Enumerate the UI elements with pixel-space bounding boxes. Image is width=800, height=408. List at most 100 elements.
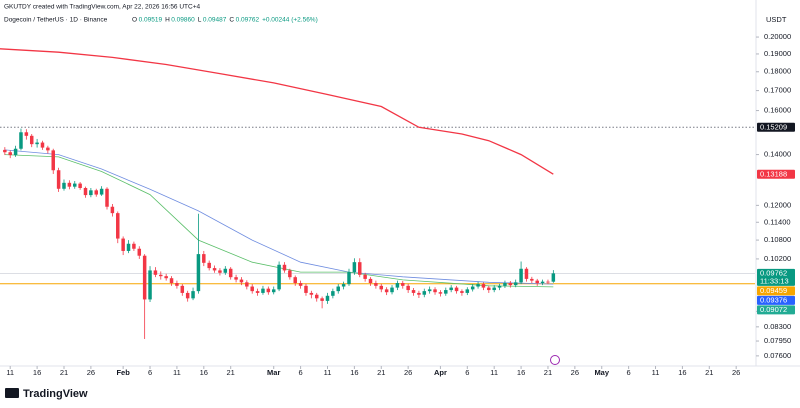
ohlc-key: H — [165, 17, 170, 24]
candle-body — [406, 285, 410, 291]
x-tick-label: 11 — [173, 368, 181, 377]
x-tick-label: 11 — [652, 368, 660, 377]
y-tick-label: 0.19000 — [764, 49, 791, 58]
y-tick-label: 0.10200 — [764, 254, 791, 263]
candle-body — [524, 268, 529, 279]
price-label: 0.09072 — [760, 305, 787, 314]
ohlc-value: 0.09519 — [139, 17, 163, 24]
candle-body — [508, 283, 513, 286]
candle-body — [481, 284, 486, 288]
ohlc-key: L — [198, 17, 202, 24]
candle-body — [46, 147, 50, 151]
x-tick-label: 21 — [377, 368, 385, 377]
y-tick-label: 0.11400 — [764, 217, 791, 226]
candle-body — [19, 132, 23, 149]
candle-body — [191, 291, 195, 299]
candle-body — [379, 285, 384, 290]
y-tick-label: 0.17000 — [764, 86, 791, 95]
candle-body — [433, 289, 437, 293]
candle-body — [417, 292, 421, 295]
y-tick-label: 0.08300 — [764, 322, 791, 331]
candle-body — [126, 243, 131, 251]
y-tick-label: 0.14000 — [764, 150, 791, 159]
candle-body — [35, 142, 39, 145]
candle-body — [83, 187, 88, 196]
moving-average — [4, 154, 554, 288]
candle-body — [223, 268, 228, 273]
candle-body — [331, 291, 335, 296]
candle-body — [358, 262, 362, 275]
x-tick-label: 16 — [33, 368, 41, 377]
price-label: 0.09376 — [760, 296, 787, 305]
candle-body — [40, 142, 45, 148]
candle-body — [164, 276, 168, 279]
event-marker — [550, 355, 560, 365]
candle-body — [314, 294, 319, 299]
price-label-box — [757, 286, 795, 296]
candle-body — [180, 285, 185, 293]
candle-body — [266, 288, 271, 293]
candle-body — [56, 170, 61, 189]
candle-body — [121, 238, 125, 251]
candle-body — [293, 277, 297, 284]
ohlc-value: 0.09860 — [171, 17, 195, 24]
candle-body — [503, 283, 507, 286]
candle-body — [13, 148, 18, 156]
candle-body — [427, 289, 432, 292]
candle-body — [309, 292, 314, 295]
candle-body — [99, 188, 104, 195]
x-tick-label: 11 — [6, 368, 14, 377]
x-tick-label: 16 — [678, 368, 686, 377]
candle-body — [8, 152, 12, 156]
y-tick-label: 0.16000 — [764, 106, 791, 115]
candle-body — [62, 182, 66, 189]
y-tick-label: 0.10800 — [764, 235, 791, 244]
candle-body — [352, 262, 357, 273]
candle-body — [250, 286, 254, 292]
logo-text: TradingView — [23, 388, 88, 400]
candle-body — [3, 149, 7, 153]
x-tick-label: May — [594, 368, 609, 377]
candle-body — [153, 270, 158, 275]
y-tick-label: 0.12000 — [764, 200, 791, 209]
x-tick-label: 11 — [324, 368, 332, 377]
candle-body — [105, 188, 109, 207]
candle-body — [320, 298, 324, 301]
candle-body — [470, 286, 475, 290]
x-tick-label: 21 — [227, 368, 235, 377]
candle-body — [24, 132, 29, 136]
candle-body — [384, 289, 389, 293]
x-tick-label: 26 — [732, 368, 740, 377]
ohlc-value: 0.09762 — [236, 17, 260, 24]
candle-body — [304, 285, 308, 293]
price-label: 0.09459 — [760, 286, 787, 295]
change: +0.00244 (+2.56%) — [262, 17, 318, 24]
candle-body — [341, 284, 346, 287]
candle-body — [159, 274, 163, 277]
candle-body — [519, 268, 523, 283]
candle-body — [51, 150, 55, 171]
candle-body — [218, 270, 222, 273]
price-label: 0.13188 — [760, 169, 787, 178]
candle-body — [142, 255, 147, 300]
y-tick-label: 0.20000 — [764, 32, 791, 41]
candle-body — [261, 288, 265, 293]
moving-average — [4, 149, 554, 285]
candle-body — [347, 272, 351, 285]
x-tick-label: Apr — [434, 368, 447, 377]
candle-body — [175, 283, 179, 286]
x-tick-label: 26 — [571, 368, 579, 377]
candle-body — [390, 287, 394, 293]
candle-body — [239, 279, 244, 283]
price-label-box — [757, 268, 795, 286]
y-tick-label: 0.07950 — [764, 336, 791, 345]
ohlc-value: 0.09487 — [203, 17, 227, 24]
candle-body — [363, 274, 367, 279]
x-tick-label: 21 — [705, 368, 713, 377]
x-tick-label: 6 — [148, 368, 152, 377]
candle-body — [438, 292, 443, 294]
candle-body — [234, 277, 238, 280]
credit: GKUTDY created with TradingView.com, Apr… — [4, 4, 201, 11]
candle-body — [29, 135, 34, 145]
